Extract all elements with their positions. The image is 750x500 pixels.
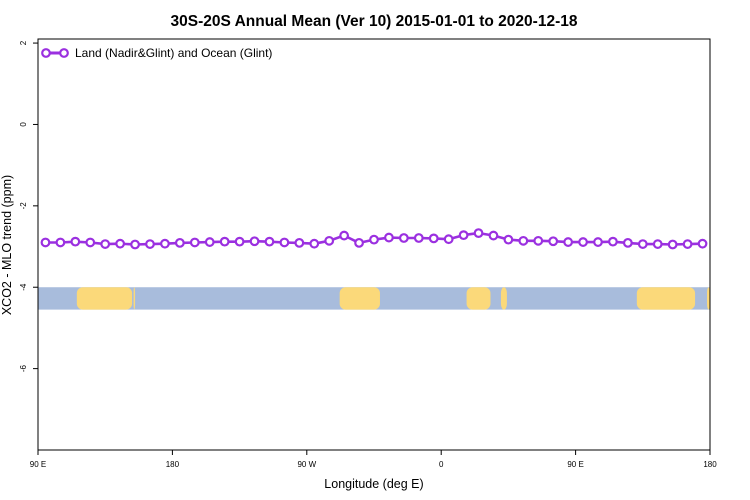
data-point <box>548 236 559 247</box>
x-tick-label: 90 W <box>297 460 316 469</box>
land-segment <box>636 287 696 310</box>
x-tick-label: 180 <box>166 460 180 469</box>
data-point <box>354 237 364 248</box>
land-segment <box>466 287 491 310</box>
data-point <box>294 237 305 248</box>
data-point <box>264 236 275 247</box>
x-tick-label: 0 <box>439 460 444 469</box>
legend-marker-right <box>59 48 69 58</box>
data-point <box>458 230 469 241</box>
y-tick-label: 2 <box>19 40 28 45</box>
land-segment <box>339 287 380 310</box>
data-point <box>70 236 81 247</box>
land-segment <box>133 287 136 310</box>
data-point <box>249 236 260 247</box>
data-point <box>428 233 439 244</box>
data-point <box>413 233 424 243</box>
land-segment <box>76 287 133 310</box>
land-ocean-strip <box>38 287 710 310</box>
y-axis-label: XCO2 - MLO trend (ppm) <box>0 175 14 315</box>
data-point <box>563 237 574 247</box>
series-layer <box>40 228 708 250</box>
y-tick-label: 0 <box>19 122 28 127</box>
data-point <box>369 234 379 245</box>
data-point <box>309 238 320 249</box>
y-axis-ticks: 2 0 -2 -4 -6 <box>19 40 38 372</box>
data-point <box>503 234 514 245</box>
plot-frame <box>37 38 711 451</box>
data-point <box>667 239 678 250</box>
x-tick-label: 180 <box>703 460 717 469</box>
data-point <box>55 237 66 248</box>
data-point <box>593 237 603 247</box>
data-point <box>488 230 499 241</box>
data-point <box>443 234 454 245</box>
land-segment <box>500 287 507 310</box>
legend-marker-left <box>41 48 51 58</box>
y-tick-label: -2 <box>19 202 28 210</box>
data-point <box>608 236 618 247</box>
data-point <box>100 239 111 249</box>
x-tick-label: 90 E <box>567 460 583 469</box>
data-point <box>234 236 245 247</box>
x-axis-ticks: 90 E 180 90 W 0 90 E 180 <box>30 450 717 469</box>
data-point <box>578 237 588 247</box>
land-segment <box>707 287 710 310</box>
y-tick-label: -6 <box>19 365 28 373</box>
data-point <box>85 237 96 248</box>
x-tick-label: 90 E <box>30 460 46 469</box>
data-point <box>189 237 200 248</box>
data-point <box>115 238 126 249</box>
data-point <box>219 236 230 247</box>
data-point <box>160 238 170 249</box>
data-point <box>204 237 215 247</box>
data-point <box>652 239 663 249</box>
data-point <box>533 235 544 246</box>
data-point <box>384 232 394 243</box>
legend: Land (Nadir&Glint) and Ocean (Glint) <box>41 46 272 60</box>
data-point <box>398 233 409 243</box>
data-point <box>339 230 350 241</box>
data-point <box>40 237 51 248</box>
legend-label: Land (Nadir&Glint) and Ocean (Glint) <box>75 46 272 60</box>
data-point <box>622 237 633 248</box>
y-tick-label: -4 <box>19 283 28 291</box>
data-point <box>518 235 529 246</box>
data-point <box>473 228 484 239</box>
chart-title: 30S-20S Annual Mean (Ver 10) 2015-01-01 … <box>171 13 578 30</box>
data-point <box>697 238 708 249</box>
data-point <box>637 239 648 249</box>
data-point <box>682 239 693 249</box>
data-point <box>130 239 140 250</box>
x-axis-label: Longitude (deg E) <box>324 477 423 491</box>
data-point <box>145 239 155 249</box>
data-point <box>279 237 290 248</box>
data-point <box>174 237 185 248</box>
data-point <box>324 235 335 246</box>
